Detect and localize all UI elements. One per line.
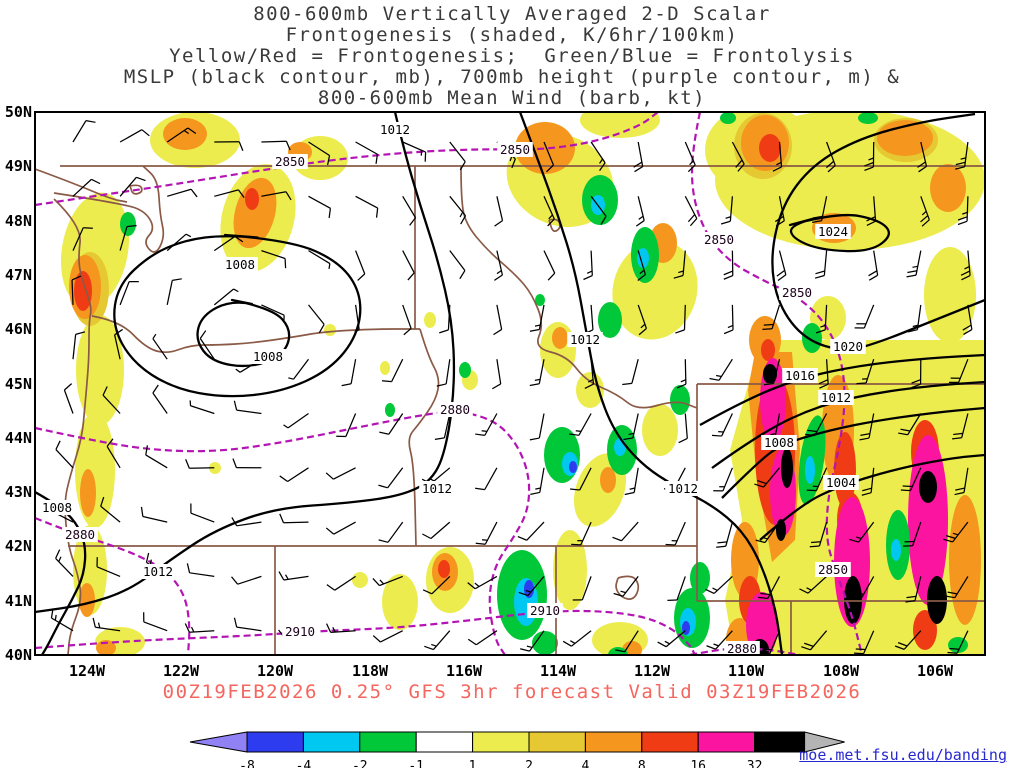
colorbar-tick-label: -8 — [239, 759, 255, 768]
colorbar-tick-label: 4 — [581, 759, 589, 768]
chart-title-block: 800-600mb Vertically Averaged 2-D Scalar… — [0, 4, 1024, 109]
svg-text:49N: 49N — [5, 157, 32, 175]
colorbar-tick-label: 2 — [525, 759, 533, 768]
svg-text:114W: 114W — [540, 662, 577, 680]
svg-text:48N: 48N — [5, 212, 32, 230]
svg-text:47N: 47N — [5, 266, 32, 284]
title-line-2: Frontogenesis (shaded, K/6hr/100km) — [285, 24, 739, 46]
svg-text:50N: 50N — [5, 103, 32, 121]
shading-layer — [60, 112, 985, 655]
contour-labels-layer: 1012 1008 1008 1012 1012 1012 1012 1008 1024 1020… — [39, 122, 866, 656]
svg-text:1012: 1012 — [821, 390, 851, 405]
title-line-4: MSLP (black contour, mb), 700mb height (… — [123, 66, 901, 88]
svg-text:2880: 2880 — [65, 527, 95, 542]
svg-text:1008: 1008 — [225, 257, 255, 272]
svg-text:116W: 116W — [446, 662, 483, 680]
svg-text:2910: 2910 — [530, 603, 560, 618]
state-borders-layer — [35, 165, 985, 655]
svg-text:1012: 1012 — [143, 564, 173, 579]
svg-text:2850: 2850 — [500, 142, 530, 157]
svg-text:1008: 1008 — [764, 435, 794, 450]
map-frame — [34, 111, 986, 656]
svg-text:120W: 120W — [257, 662, 294, 680]
colorbar-tick-label: 1 — [469, 759, 477, 768]
svg-text:2850: 2850 — [818, 562, 848, 577]
title-line-5: 800-600mb Mean Wind (barb, kt) — [317, 87, 707, 109]
svg-text:1008: 1008 — [42, 500, 72, 515]
svg-text:2910: 2910 — [285, 624, 315, 639]
svg-text:2880: 2880 — [727, 641, 757, 656]
svg-text:43N: 43N — [5, 483, 32, 501]
svg-text:40N: 40N — [5, 646, 32, 664]
svg-text:122W: 122W — [163, 662, 200, 680]
colorbar: -8 -4 -2 -1 1 2 4 8 16 32 — [189, 731, 845, 768]
credit-url-link[interactable]: moe.met.fsu.edu/banding — [799, 746, 1007, 764]
colorbar-tick-label: 16 — [690, 759, 706, 768]
svg-text:44N: 44N — [5, 429, 32, 447]
svg-text:42N: 42N — [5, 537, 32, 555]
svg-text:1020: 1020 — [833, 339, 863, 354]
svg-text:2880: 2880 — [440, 402, 470, 417]
forecast-valid-caption: 00Z19FEB2026 0.25° GFS 3hr forecast Vali… — [162, 681, 862, 703]
axis-labels-layer: 50N 49N 48N 47N 46N 45N 44N 43N 42N 41N 40N 124W 122… — [5, 103, 954, 680]
svg-text:106W: 106W — [917, 662, 954, 680]
svg-text:2850: 2850 — [275, 154, 305, 169]
title-line-1: 800-600mb Vertically Averaged 2-D Scalar — [253, 3, 771, 25]
svg-text:2850: 2850 — [704, 232, 734, 247]
colorbar-tick-label: 8 — [638, 759, 646, 768]
svg-text:124W: 124W — [69, 662, 106, 680]
svg-text:1008: 1008 — [253, 349, 283, 364]
title-line-3: Yellow/Red = Frontogenesis; Green/Blue =… — [169, 45, 855, 67]
colorbar-tick-label: -2 — [352, 759, 368, 768]
svg-text:118W: 118W — [352, 662, 389, 680]
colorbar-tick-label: 32 — [747, 759, 763, 768]
svg-text:1016: 1016 — [785, 368, 815, 383]
svg-text:2850: 2850 — [782, 285, 812, 300]
colorbar-tick-label: -1 — [408, 759, 424, 768]
svg-text:1012: 1012 — [668, 481, 698, 496]
svg-text:110W: 110W — [728, 662, 765, 680]
colorbar-left-arrow — [189, 731, 248, 753]
svg-text:1012: 1012 — [570, 332, 600, 347]
colorbar-tick-label: -4 — [296, 759, 312, 768]
svg-text:1012: 1012 — [422, 481, 452, 496]
svg-text:1012: 1012 — [380, 122, 410, 137]
svg-text:41N: 41N — [5, 592, 32, 610]
svg-text:1024: 1024 — [818, 224, 848, 239]
svg-text:1004: 1004 — [826, 475, 856, 490]
svg-text:108W: 108W — [823, 662, 860, 680]
colorbar-right-arrow — [804, 731, 845, 753]
svg-text:112W: 112W — [634, 662, 671, 680]
map-area: 1012 1008 1008 1012 1012 1012 1012 1008 1024 1020… — [35, 112, 985, 656]
svg-text:46N: 46N — [5, 320, 32, 338]
svg-text:45N: 45N — [5, 375, 32, 393]
